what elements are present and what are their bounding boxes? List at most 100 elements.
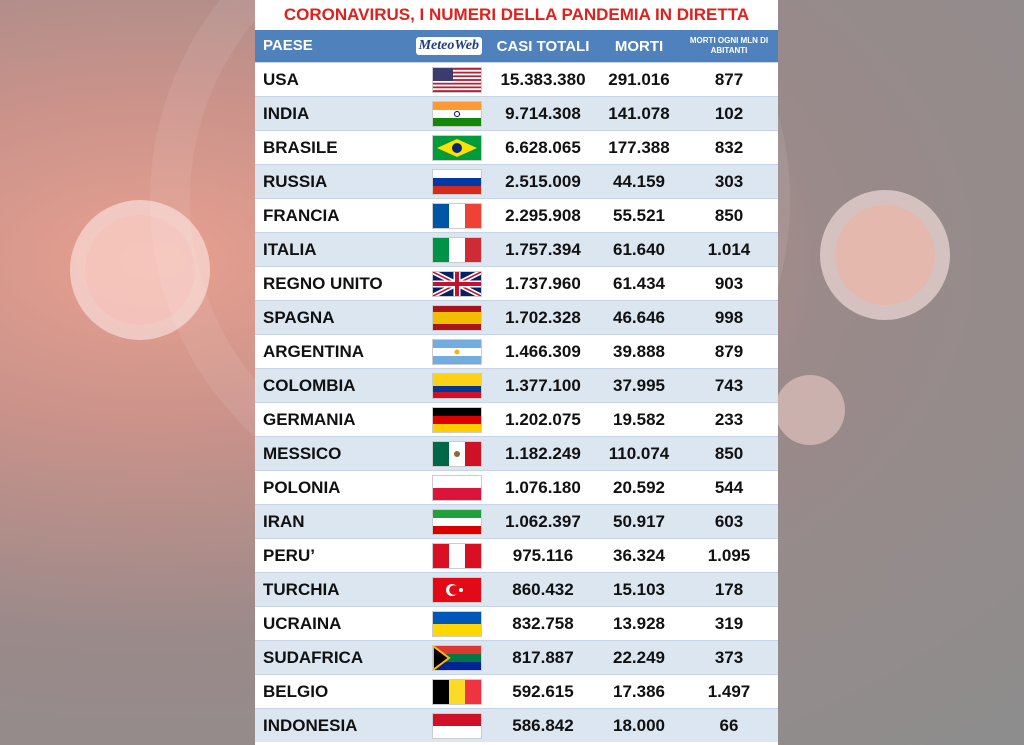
flag <box>432 508 482 535</box>
flag-cell <box>415 270 488 297</box>
flag <box>432 372 482 399</box>
table-cell: 1.737.960 <box>505 273 581 293</box>
flag <box>432 236 482 263</box>
table-cell: 850 <box>714 205 744 225</box>
table-cell: 544 <box>714 477 744 497</box>
table-cell: 233 <box>714 409 744 429</box>
flag <box>432 644 482 671</box>
table-row: POLONIA 1.076.180 20.592 544 <box>255 470 778 504</box>
table-cell: 110.074 <box>608 443 670 463</box>
flag-cell <box>415 678 488 705</box>
table-cell: ITALIA <box>263 239 317 259</box>
table-cell: 586.842 <box>512 715 574 735</box>
flag-cell <box>415 576 488 603</box>
table-cell: 44.159 <box>613 171 665 191</box>
table-cell: 177.388 <box>608 137 670 157</box>
table-cell: BELGIO <box>263 681 329 701</box>
flag <box>432 440 482 467</box>
table-row: BRASILE 6.628.065 177.388 832 <box>255 130 778 164</box>
table-cell: 303 <box>714 171 744 191</box>
table-row: INDIA 9.714.308 141.078 102 <box>255 96 778 130</box>
table-row: MESSICO 1.182.249 110.074 850 <box>255 436 778 470</box>
table-cell: 37.995 <box>613 375 665 395</box>
table-cell: SUDAFRICA <box>263 647 364 667</box>
table-cell: 178 <box>714 579 744 599</box>
flag-cell <box>415 712 488 739</box>
table-cell: 102 <box>714 103 744 123</box>
table-cell: 36.324 <box>613 545 665 565</box>
table-cell: 975.116 <box>512 545 574 565</box>
table-cell: RUSSIA <box>263 171 328 191</box>
logo: MeteoWeb <box>415 37 482 55</box>
flag <box>432 712 482 739</box>
flag-cell <box>415 474 488 501</box>
flag <box>432 542 482 569</box>
table-row: REGNO UNITO 1.737.960 61.434 903 <box>255 266 778 300</box>
table-cell: POLONIA <box>263 477 341 497</box>
table-row: FRANCIA 2.295.908 55.521 850 <box>255 198 778 232</box>
flag-cell <box>415 542 488 569</box>
flag-cell <box>415 168 488 195</box>
table-cell: 1.182.249 <box>505 443 581 463</box>
header-cell: MORTI <box>614 37 664 55</box>
table-row: COLOMBIA 1.377.100 37.995 743 <box>255 368 778 402</box>
table-cell: 13.928 <box>613 613 665 633</box>
table-row: GERMANIA 1.202.075 19.582 233 <box>255 402 778 436</box>
table-cell: 1.202.075 <box>505 409 581 429</box>
table-cell: 850 <box>714 443 744 463</box>
table-cell: 291.016 <box>608 69 670 89</box>
flag <box>432 134 482 161</box>
flag <box>432 610 482 637</box>
table-cell: 2.515.009 <box>505 171 581 191</box>
flag-cell <box>415 644 488 671</box>
flag-cell <box>415 100 488 127</box>
flag-cell <box>415 440 488 467</box>
table-cell: 19.582 <box>613 409 665 429</box>
table-cell: 46.646 <box>613 307 665 327</box>
table-cell: 22.249 <box>613 647 665 667</box>
table-cell: 55.521 <box>613 205 665 225</box>
table-cell: 39.888 <box>613 341 665 361</box>
flag-cell <box>415 338 488 365</box>
table-cell: BRASILE <box>263 137 338 157</box>
table-cell: 998 <box>714 307 744 327</box>
table-row: UCRAINA 832.758 13.928 319 <box>255 606 778 640</box>
flag <box>432 270 482 297</box>
table-cell: 1.466.309 <box>505 341 581 361</box>
table-cell: ARGENTINA <box>263 341 365 361</box>
flag-cell <box>415 406 488 433</box>
table-cell: 879 <box>714 341 744 361</box>
table-cell: 1.497 <box>707 681 751 701</box>
table-cell: INDONESIA <box>263 715 358 735</box>
flag-cell <box>415 236 488 263</box>
table-cell: INDIA <box>263 103 310 123</box>
table-row: USA 15.383.380 291.016 877 <box>255 62 778 96</box>
table-cell: 1.377.100 <box>505 375 581 395</box>
table-cell: 817.887 <box>512 647 574 667</box>
table-cell: 860.432 <box>512 579 574 599</box>
header-cell: CASI TOTALI <box>496 37 590 55</box>
flag <box>432 338 482 365</box>
table-cell: 903 <box>714 273 744 293</box>
table-cell: PERU’ <box>263 545 315 565</box>
table-row: PERU’ 975.116 36.324 1.095 <box>255 538 778 572</box>
table-row: SUDAFRICA 817.887 22.249 373 <box>255 640 778 674</box>
table-cell: 61.640 <box>613 239 665 259</box>
flag <box>432 202 482 229</box>
table-cell: 9.714.308 <box>505 103 581 123</box>
table-cell: SPAGNA <box>263 307 335 327</box>
table-cell: 1.702.328 <box>505 307 581 327</box>
table-cell: IRAN <box>263 511 305 531</box>
table-cell: 832.758 <box>512 613 574 633</box>
flag <box>432 678 482 705</box>
header-cell: MORTI OGNI MLN DI ABITANTI <box>689 36 769 55</box>
table-cell: 743 <box>714 375 744 395</box>
header-text: PAESE <box>263 37 313 54</box>
table-cell: 877 <box>714 69 744 89</box>
table-row: ARGENTINA 1.466.309 39.888 879 <box>255 334 778 368</box>
table-cell: 18.000 <box>613 715 665 735</box>
flag-cell <box>415 372 488 399</box>
table-cell: FRANCIA <box>263 205 340 225</box>
flag-cell <box>415 610 488 637</box>
table-cell: 141.078 <box>608 103 670 123</box>
